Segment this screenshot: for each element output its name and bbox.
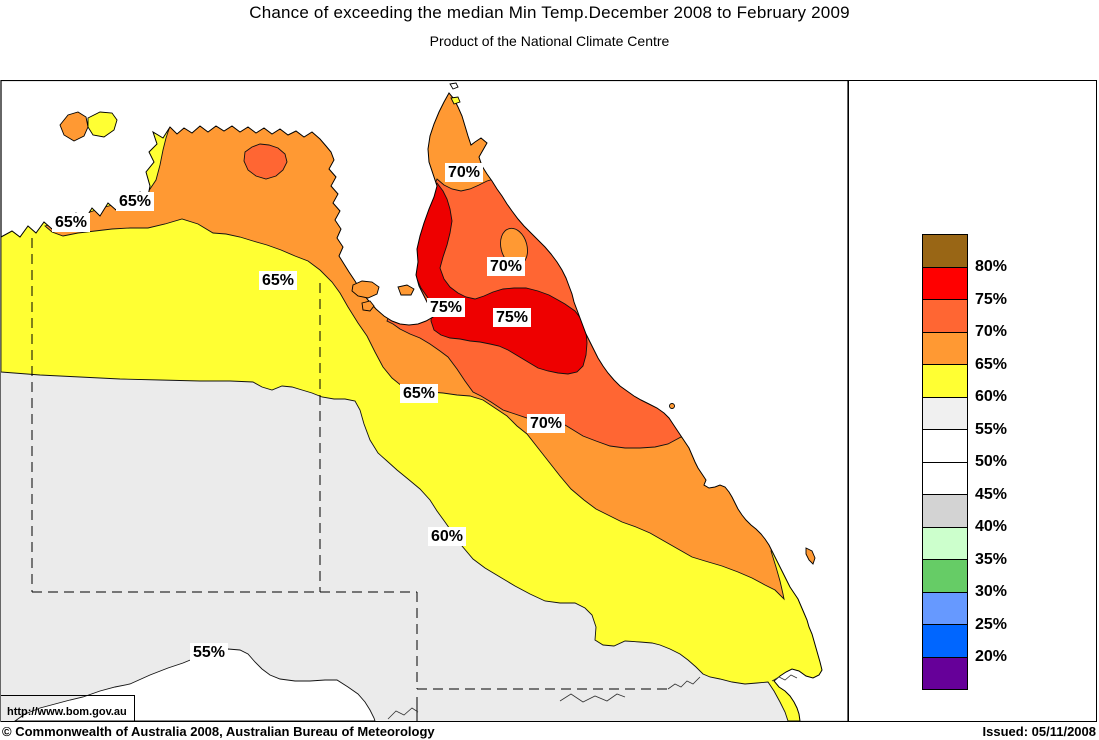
coastline: [0, 92, 823, 722]
legend-swatch: [923, 462, 967, 495]
legend-swatch: [923, 592, 967, 625]
legend-value-label: 35%: [975, 550, 1008, 568]
legend-value-label: 80%: [975, 258, 1008, 275]
legend-value-label: 40%: [975, 518, 1008, 535]
region-75pct: [413, 182, 588, 375]
legend-swatch: [923, 430, 967, 463]
legend-swatch: [923, 495, 967, 528]
legend-labels: 80% 75% 70% 65% 60% 55% 50% 45% 40% 35% 30% 25% 20%: [849, 81, 1096, 721]
legend-swatch: [923, 527, 967, 560]
legend-value-label: 60%: [975, 388, 1008, 405]
island-tip-south: [450, 96, 461, 105]
region-70pct-topend-patch: [243, 143, 288, 180]
page-subtitle: Product of the National Climate Centre: [429, 33, 670, 49]
legend-swatch: [923, 560, 967, 593]
legend-panel: 80% 75% 70% 65% 60% 55% 50% 45% 40% 35% 30% 25% 20%: [848, 80, 1097, 722]
island-fraser: [805, 547, 816, 565]
legend-value-label: 50%: [975, 453, 1008, 470]
page-title: Chance of exceeding the median Min Temp.…: [249, 3, 850, 22]
legend-value-label: 65%: [975, 355, 1008, 373]
legend-swatch: [923, 332, 967, 365]
island-melville: [87, 111, 118, 138]
island-tip-north: [449, 82, 459, 90]
legend-swatch: [923, 657, 967, 689]
legend-swatch: [923, 300, 967, 333]
legend-value-label: 45%: [975, 485, 1008, 503]
url-watermark: http://www.bom.gov.au: [7, 706, 127, 718]
legend-value-label: 25%: [975, 615, 1008, 633]
region-50pct: [13, 648, 376, 721]
island-coastal-speck: [669, 403, 675, 409]
legend-value-label: 75%: [975, 290, 1008, 308]
legend-swatch: [923, 267, 967, 300]
footer-issued-date: Issued: 05/11/2008: [982, 724, 1096, 739]
map-panel: [0, 80, 849, 722]
legend-swatch: [923, 235, 967, 268]
island-wellesley: [397, 284, 415, 296]
legend-swatch: [923, 365, 967, 398]
island-groote: [351, 280, 380, 299]
legend-value-label: 20%: [975, 648, 1008, 665]
state-border: [31, 238, 668, 690]
river-line: [387, 674, 798, 720]
legend-value-label: 55%: [975, 420, 1008, 438]
footer-copyright: © Commonwealth of Australia 2008, Austra…: [2, 724, 435, 739]
url-watermark-box: http://www.bom.gov.au: [1, 695, 135, 721]
island-groote-south: [361, 300, 375, 312]
legend-value-label: 70%: [975, 323, 1008, 340]
legend-swatch: [923, 625, 967, 658]
legend-swatch: [923, 397, 967, 430]
legend-swatches: [922, 234, 968, 690]
legend-value-label: 30%: [975, 583, 1008, 600]
